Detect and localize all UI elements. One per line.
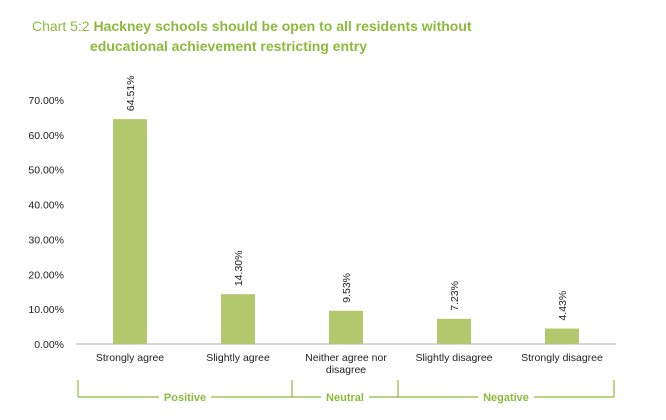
- y-tick-label: 20.00%: [28, 269, 64, 281]
- value-label: 4.43%: [557, 291, 569, 321]
- group-label: Neutral: [326, 392, 364, 404]
- y-tick-label: 50.00%: [28, 165, 64, 177]
- category-label: Strongly disagree: [521, 352, 603, 364]
- bar: [437, 318, 471, 344]
- category-label: Neither agree nor: [305, 352, 387, 364]
- group-label: Positive: [164, 392, 206, 404]
- chart-title-prefix: Chart 5:2: [32, 18, 90, 34]
- y-tick-label: 10.00%: [28, 304, 64, 316]
- group-label-backing: [478, 391, 534, 405]
- category-label: Strongly agree: [96, 352, 164, 364]
- y-tick-label: 30.00%: [28, 234, 64, 246]
- x-axis-labels: Strongly agree Slightly agree Neither agre…: [96, 352, 603, 376]
- category-label: disagree: [326, 364, 366, 376]
- value-label: 64.51%: [125, 76, 137, 112]
- y-tick-label: 60.00%: [28, 130, 64, 142]
- y-tick-label: 70.00%: [28, 95, 64, 107]
- y-axis: 0.00% 10.00% 20.00% 30.00% 40.00% 50.00% 60.00…: [28, 95, 616, 351]
- y-tick-label: 40.00%: [28, 200, 64, 212]
- y-tick-label: 0.00%: [34, 339, 64, 351]
- chart-title-line2: educational achievement restricting entr…: [90, 38, 367, 54]
- value-label: 9.53%: [341, 273, 353, 303]
- value-label: 14.30%: [233, 251, 245, 287]
- bar: [329, 310, 363, 344]
- category-groups: Positive Neutral Negative: [77, 380, 615, 405]
- group-label-backing: [158, 391, 212, 405]
- bar: [221, 294, 255, 344]
- bars: [113, 119, 579, 345]
- category-label: Slightly disagree: [415, 352, 492, 364]
- value-label: 7.23%: [449, 281, 461, 311]
- bar: [113, 119, 147, 345]
- category-label: Slightly agree: [206, 352, 270, 364]
- chart-title-line1: Hackney schools should be open to all re…: [93, 18, 472, 34]
- chart-title: Chart 5:2 Hackney schools should be open…: [32, 16, 472, 56]
- group-label: Negative: [483, 392, 529, 404]
- bar: [545, 328, 579, 344]
- group-label-backing: [321, 391, 369, 405]
- value-labels: 64.51% 14.30% 9.53% 7.23% 4.43%: [125, 76, 569, 321]
